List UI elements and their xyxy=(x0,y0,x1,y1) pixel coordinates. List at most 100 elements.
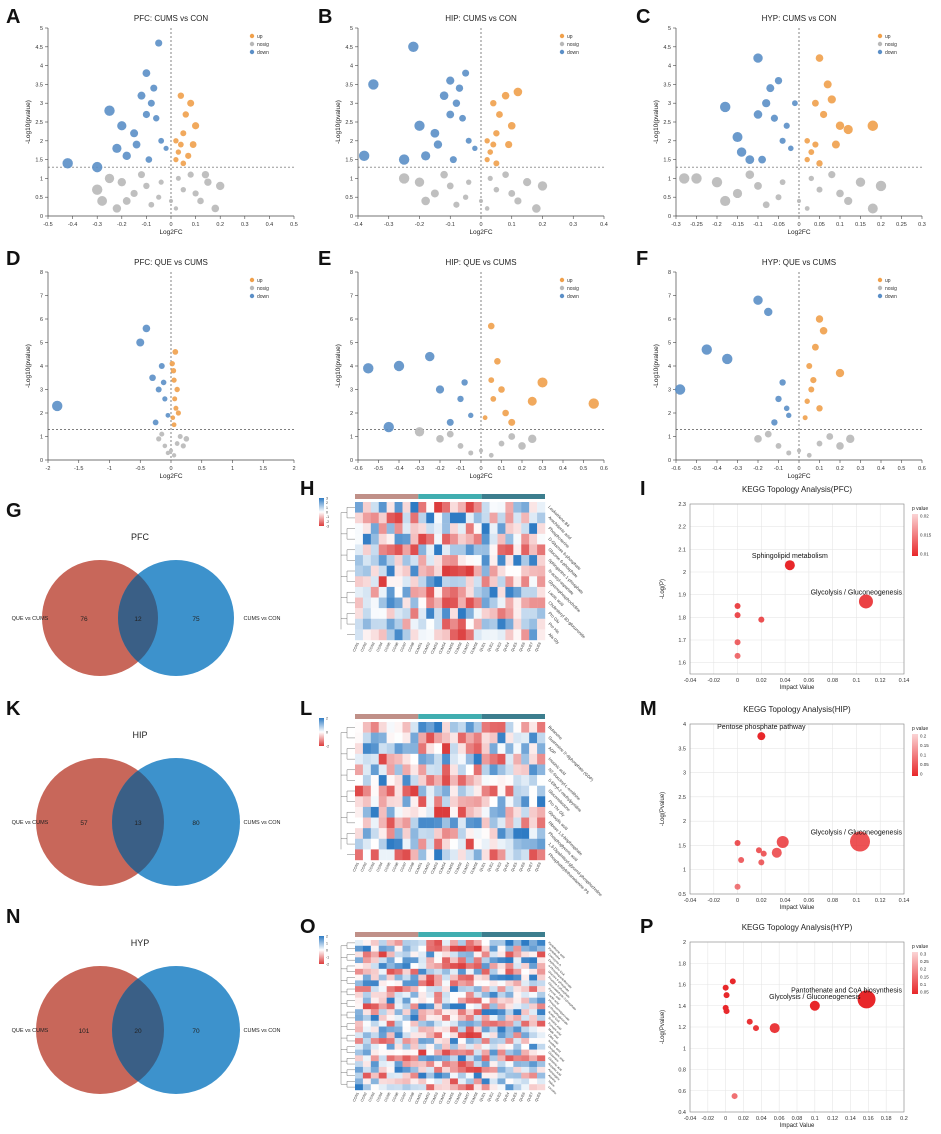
data-point-down xyxy=(363,363,374,374)
heatmap-cell xyxy=(513,1084,522,1091)
heatmap-row-label: ADP xyxy=(547,746,557,756)
heatmap-cell xyxy=(457,968,467,975)
heatmap-cell xyxy=(410,1066,419,1073)
heatmap-cell xyxy=(473,629,482,641)
heatmap-cell xyxy=(394,1020,403,1027)
heatmap-cell xyxy=(513,586,522,598)
data-point-nosig xyxy=(528,434,537,444)
heatmap-cell xyxy=(355,1049,364,1056)
heatmap-cell xyxy=(521,576,530,588)
heatmap-cell xyxy=(481,1066,490,1073)
heatmap-cell xyxy=(537,1061,546,1068)
heatmap-cell xyxy=(355,1043,364,1050)
heatmap-cell xyxy=(450,629,459,641)
heatmap-cell xyxy=(394,732,403,744)
heatmap-cell xyxy=(362,945,372,952)
heatmap-cell xyxy=(521,963,530,970)
data-point-up xyxy=(172,396,178,402)
heatmap-cell xyxy=(473,986,482,993)
y-tick-label: 4.5 xyxy=(663,45,671,51)
heatmap-cell xyxy=(521,1003,530,1010)
heatmap-cell xyxy=(394,544,403,556)
heatmap-cell xyxy=(418,586,427,598)
heatmap-cell xyxy=(434,1003,443,1010)
legend-label-nosig: nosig xyxy=(567,286,579,292)
heatmap-cell xyxy=(434,1061,443,1068)
heatmap-cell xyxy=(386,986,395,993)
heatmap-cell xyxy=(505,986,514,993)
y-axis-label: -Log10(pvalue) xyxy=(335,344,342,388)
heatmap-cell xyxy=(481,849,490,861)
heatmap-cell xyxy=(521,986,530,993)
heatmap-cell xyxy=(378,997,387,1004)
data-point-up xyxy=(189,141,197,148)
heatmap-cell xyxy=(402,997,411,1004)
heatmap-cell xyxy=(394,1049,403,1056)
heatmap-cell xyxy=(529,1061,538,1068)
heatmap-cell xyxy=(370,764,379,776)
heatmap-cell xyxy=(434,565,443,577)
x-tick-label: 0.3 xyxy=(918,222,926,228)
heatmap-cell xyxy=(394,743,403,755)
heatmap-cell xyxy=(489,586,498,598)
heatmap-cell xyxy=(378,1009,387,1016)
y-tick-label: 1 xyxy=(350,435,353,441)
x-tick-label: 1 xyxy=(231,466,234,472)
pathway-bubble xyxy=(723,1008,730,1015)
data-point-nosig xyxy=(173,206,179,211)
venn-count-left: 76 xyxy=(80,616,88,623)
heatmap-cell xyxy=(537,997,546,1004)
legend-marker-nosig xyxy=(559,41,565,47)
heatmap-cell xyxy=(481,785,490,797)
heatmap-cell xyxy=(473,980,482,987)
heatmap-cell xyxy=(473,565,482,577)
heatmap-col-label: CON5 xyxy=(384,1092,392,1103)
heatmap-cell xyxy=(442,945,451,952)
heatmap-cell xyxy=(521,1078,530,1085)
pathway-bubble xyxy=(850,831,871,852)
heatmap-cell xyxy=(378,828,387,839)
heatmap-cell xyxy=(355,1015,364,1021)
x-tick-label: -0.3 xyxy=(671,222,680,228)
y-axis-label: -Log10(pvalue) xyxy=(335,100,342,144)
heatmap-cell xyxy=(537,974,546,981)
heatmap-cell xyxy=(473,806,482,818)
data-point-down xyxy=(439,91,449,100)
data-point-up xyxy=(843,124,853,135)
data-point-down xyxy=(153,115,160,122)
legend-colorbar xyxy=(319,718,324,746)
legend-tick-label: 2 xyxy=(326,935,328,939)
y-tick-label: 0 xyxy=(350,458,353,464)
legend-marker-nosig xyxy=(249,285,255,291)
heatmap-cell xyxy=(370,1003,379,1010)
heatmap-cell xyxy=(434,1043,443,1050)
heatmap-col-label: QUE4 xyxy=(503,1092,511,1103)
heatmap-cell xyxy=(434,523,443,535)
heatmap-cell xyxy=(442,849,451,861)
heatmap-cell xyxy=(513,1032,522,1039)
heatmap-cell xyxy=(386,565,395,577)
heatmap-cell xyxy=(513,974,522,981)
heatmap-cell xyxy=(386,1020,395,1027)
heatmap-cell xyxy=(481,968,490,975)
heatmap-cell xyxy=(418,1032,427,1039)
heatmap-cell xyxy=(442,565,451,577)
pathway-bubble xyxy=(760,850,767,857)
legend-tick-label: 2 xyxy=(326,717,328,721)
data-point-up xyxy=(496,111,503,118)
heatmap-cell xyxy=(434,1009,443,1016)
heatmap-cell xyxy=(465,980,474,987)
y-axis-label: -Log(P) xyxy=(660,579,666,599)
heatmap-cell xyxy=(362,565,372,577)
heatmap-col-label: QUE3 xyxy=(495,862,503,873)
heatmap-cell xyxy=(489,817,498,829)
heatmap-cell xyxy=(402,775,411,786)
heatmap-cell xyxy=(529,785,538,797)
heatmap-cell xyxy=(386,951,395,958)
x-tick-label: 0.4 xyxy=(559,466,567,472)
heatmap-cell xyxy=(521,828,530,839)
heatmap-cell xyxy=(473,1003,482,1010)
data-point-nosig xyxy=(137,171,145,179)
y-axis-label: -Log(Pvalue) xyxy=(660,792,666,826)
heatmap-cell xyxy=(410,940,419,946)
